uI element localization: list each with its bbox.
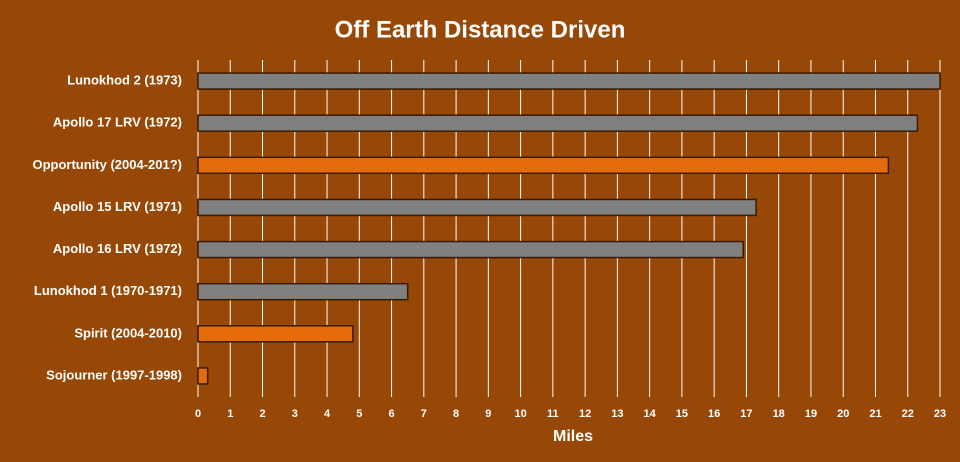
y-tick-label: Spirit (2004-2010) [74,325,182,340]
x-tick-label: 22 [902,408,914,420]
x-tick-label: 3 [292,408,298,420]
x-tick-label: 21 [869,408,881,420]
bar [197,156,890,175]
x-tick-label: 5 [356,408,362,420]
y-tick-label: Apollo 15 LRV (1971) [53,199,182,214]
y-tick-label: Apollo 16 LRV (1972) [53,241,182,256]
x-tick-label: 4 [324,408,331,420]
x-tick-label: 20 [837,408,849,420]
bar [197,198,757,217]
bar [197,240,744,259]
y-tick-label: Lunokhod 1 (1970-1971) [34,283,182,298]
bar [197,114,919,132]
x-tick-label: 1 [227,408,233,420]
x-tick-label: 6 [389,408,395,420]
bar [197,72,941,90]
x-tick-label: 15 [676,408,688,420]
bar [197,282,409,301]
x-tick-label: 13 [611,408,623,420]
y-tick-label: Opportunity (2004-201?) [32,157,182,172]
x-tick-label: 9 [485,408,491,420]
x-tick-label: 14 [644,408,657,420]
bar [197,367,209,385]
x-tick-label: 23 [934,408,946,420]
x-axis-label: Miles [553,428,593,445]
chart-title: Off Earth Distance Driven [335,16,626,43]
x-tick-label: 18 [773,408,785,420]
x-tick-label: 7 [421,408,427,420]
x-tick-label: 12 [579,408,591,420]
y-tick-label: Sojourner (1997-1998) [46,367,182,382]
x-tick-label: 0 [195,408,201,420]
y-tick-label: Apollo 17 LRV (1972) [53,115,182,130]
x-tick-label: 16 [708,408,720,420]
y-tick-label: Lunokhod 2 (1973) [67,73,182,88]
x-tick-label: 10 [514,408,526,420]
bar [197,325,354,343]
x-tick-label: 2 [259,408,265,420]
x-tick-label: 17 [740,408,752,420]
x-tick-label: 19 [805,408,817,420]
x-tick-label: 11 [547,408,559,420]
x-tick-label: 8 [453,408,459,420]
